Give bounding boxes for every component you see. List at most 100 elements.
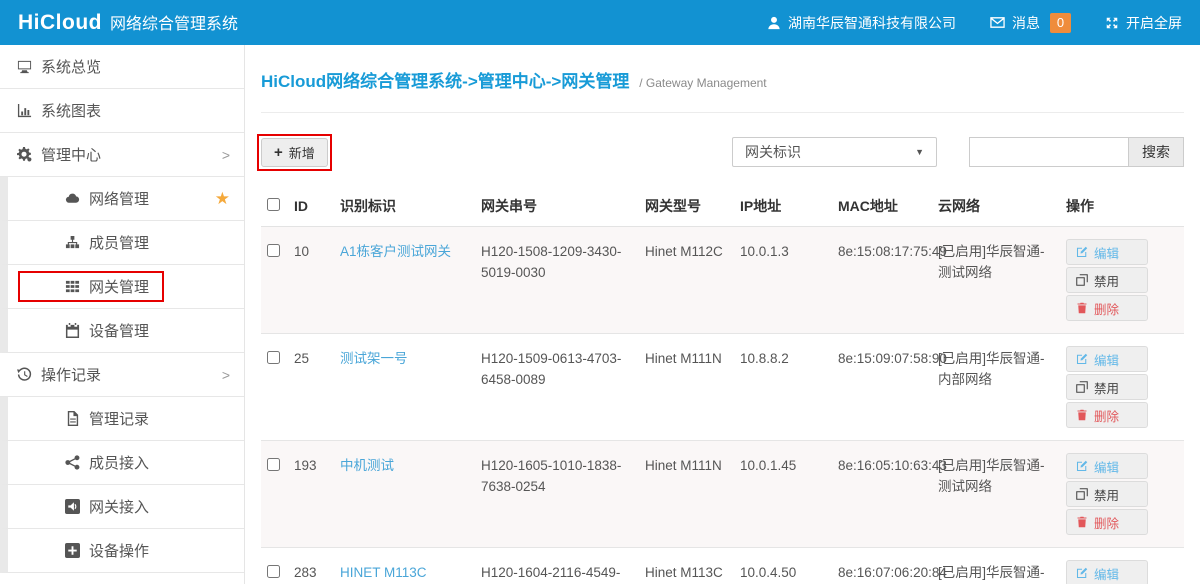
- pencil-square-icon: [1076, 353, 1088, 365]
- delete-button[interactable]: 删除: [1066, 509, 1148, 535]
- cell-cloud: [已启用]华辰智通-内部网络: [932, 333, 1060, 441]
- share-square-icon: [64, 499, 80, 514]
- edit-button[interactable]: 编辑: [1066, 453, 1148, 479]
- cell-id: 25: [288, 333, 334, 441]
- main-content: HiCloud网络综合管理系统->管理中心->网关管理 / Gateway Ma…: [245, 45, 1200, 584]
- delete-button[interactable]: 删除: [1066, 402, 1148, 428]
- company-menu[interactable]: 湖南华辰智通科技有限公司: [767, 13, 956, 33]
- history-icon: [16, 367, 32, 382]
- sidebar-item-label: 操作记录: [41, 367, 102, 384]
- row-checkbox[interactable]: [267, 351, 280, 364]
- sidebar-item-gateway-mgmt[interactable]: 网关管理: [0, 265, 244, 309]
- messages-menu[interactable]: 消息 0: [990, 12, 1071, 33]
- col-header-mac: MAC地址: [832, 187, 932, 227]
- sidebar-item-gateway-access[interactable]: 网关接入: [0, 485, 244, 529]
- sidebar-item-system-charts[interactable]: 系统图表: [0, 89, 244, 133]
- col-header-actions: 操作: [1060, 187, 1184, 227]
- plus-square-icon: [64, 543, 80, 558]
- clone-icon: [1076, 274, 1088, 286]
- cell-serial: H120-1508-1209-3430-5019-0030: [475, 226, 639, 334]
- edit-button[interactable]: 编辑: [1066, 239, 1148, 265]
- col-header-ip: IP地址: [734, 187, 832, 227]
- search-input[interactable]: [969, 137, 1129, 167]
- sidebar-item-label: 设备操作: [89, 543, 150, 560]
- col-header-id: ID: [288, 187, 334, 227]
- user-icon: [767, 16, 781, 30]
- trash-icon: [1076, 516, 1088, 528]
- gateway-name-link[interactable]: HINET M113C: [340, 565, 427, 580]
- disable-button[interactable]: 禁用: [1066, 481, 1148, 507]
- clone-icon: [1076, 381, 1088, 393]
- cell-model: Hinet M112C: [639, 226, 734, 334]
- sidebar-item-member-mgmt[interactable]: 成员管理: [0, 221, 244, 265]
- sidebar-item-label: 网络管理: [89, 191, 150, 208]
- col-header-name: 识别标识: [334, 187, 475, 227]
- trash-icon: [1076, 409, 1088, 421]
- calendar-icon: [64, 323, 80, 338]
- row-checkbox[interactable]: [267, 244, 280, 257]
- cell-cloud: [已启用]华辰智通-测试网络: [932, 226, 1060, 334]
- app-logo: HiCloud 网络综合管理系统: [18, 10, 238, 35]
- edit-button[interactable]: 编辑: [1066, 346, 1148, 372]
- sidebar-item-label: 网关接入: [89, 499, 150, 516]
- col-header-cloud: 云网络: [932, 187, 1060, 227]
- sidebar-item-label: 设备管理: [89, 323, 150, 340]
- gateway-name-link[interactable]: 测试架一号: [340, 351, 408, 366]
- fullscreen-toggle[interactable]: 开启全屏: [1105, 13, 1182, 33]
- gateway-table: ID 识别标识 网关串号 网关型号 IP地址 MAC地址 云网络 操作 10 A…: [261, 187, 1184, 584]
- cloud-icon: [64, 191, 80, 206]
- row-checkbox[interactable]: [267, 458, 280, 471]
- gateway-name-link[interactable]: 中机测试: [340, 458, 394, 473]
- fullscreen-icon: [1105, 16, 1119, 30]
- sidebar-item-label: 管理中心: [41, 147, 102, 164]
- add-button[interactable]: + 新增: [261, 137, 328, 167]
- sidebar-item-admin-center[interactable]: 管理中心 >: [0, 133, 244, 177]
- edit-button[interactable]: 编辑: [1066, 560, 1148, 584]
- plus-icon: +: [274, 143, 283, 161]
- sidebar-item-member-access[interactable]: 成员接入: [0, 441, 244, 485]
- logo-suffix: 网络综合管理系统: [109, 16, 238, 33]
- row-checkbox[interactable]: [267, 565, 280, 578]
- share-icon: [64, 455, 80, 470]
- pencil-square-icon: [1076, 246, 1088, 258]
- disable-button[interactable]: 禁用: [1066, 374, 1148, 400]
- search-button[interactable]: 搜索: [1129, 137, 1184, 167]
- delete-button[interactable]: 删除: [1066, 295, 1148, 321]
- company-name: 湖南华辰智通科技有限公司: [788, 14, 956, 31]
- table-row: 10 A1栋客户测试网关 H120-1508-1209-3430-5019-00…: [261, 226, 1184, 334]
- sidebar-item-device-operation[interactable]: 设备操作: [0, 529, 244, 573]
- sidebar-item-label: 成员接入: [89, 455, 150, 472]
- messages-label: 消息: [1012, 14, 1040, 31]
- add-button-label: 新增: [288, 145, 315, 161]
- cell-serial: H120-1509-0613-4703-6458-0089: [475, 333, 639, 441]
- sidebar-item-operation-logs[interactable]: 操作记录 >: [0, 353, 244, 397]
- table-row: 25 测试架一号 H120-1509-0613-4703-6458-0089 H…: [261, 333, 1184, 441]
- sidebar: 系统总览 系统图表 管理中心 > 网络管理 ★ 成员管理: [0, 45, 245, 584]
- page-subtitle: / Gateway Management: [639, 76, 767, 90]
- disable-button[interactable]: 禁用: [1066, 267, 1148, 293]
- sidebar-item-device-mgmt[interactable]: 设备管理: [0, 309, 244, 353]
- table-row: 283 HINET M113C H120-1604-2116-4549-6166…: [261, 547, 1184, 584]
- cell-id: 193: [288, 440, 334, 548]
- sidebar-item-admin-records[interactable]: 管理记录: [0, 397, 244, 441]
- cell-id: 283: [288, 547, 334, 584]
- page-title: HiCloud网络综合管理系统->管理中心->网关管理: [261, 72, 630, 91]
- toolbar: + 新增 网关标识 ▼ 搜索: [257, 133, 1184, 171]
- table-row: 193 中机测试 H120-1605-1010-1838-7638-0254 H…: [261, 440, 1184, 548]
- sidebar-item-network-mgmt[interactable]: 网络管理 ★: [0, 177, 244, 221]
- top-bar: HiCloud 网络综合管理系统 湖南华辰智通科技有限公司 消息 0 开启全屏: [0, 0, 1200, 45]
- cell-mac: 8e:16:05:10:63:43: [832, 440, 947, 548]
- clone-icon: [1076, 488, 1088, 500]
- filter-selected-value: 网关标识: [745, 144, 801, 160]
- file-text-icon: [64, 411, 80, 426]
- filter-field-select[interactable]: 网关标识 ▼: [732, 137, 937, 167]
- cell-serial: H120-1605-1010-1838-7638-0254: [475, 440, 639, 548]
- sidebar-item-label: 网关管理: [89, 279, 150, 296]
- select-all-checkbox[interactable]: [267, 198, 280, 211]
- sidebar-item-system-overview[interactable]: 系统总览: [0, 45, 244, 89]
- envelope-icon: [990, 15, 1005, 30]
- gateway-name-link[interactable]: A1栋客户测试网关: [340, 244, 452, 259]
- bar-chart-icon: [16, 103, 32, 118]
- breadcrumb: HiCloud网络综合管理系统->管理中心->网关管理 / Gateway Ma…: [261, 45, 1184, 113]
- cell-ip: 10.8.8.2: [734, 333, 832, 441]
